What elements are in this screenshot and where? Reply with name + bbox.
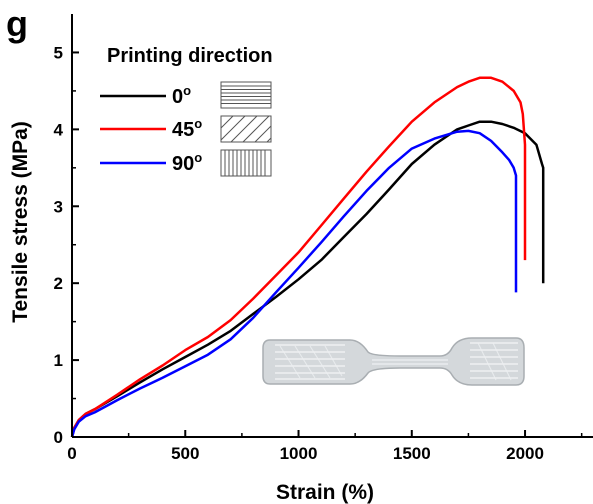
x-tick-label-2: 1000: [280, 444, 318, 463]
legend-entry-2: 90o: [100, 149, 272, 177]
legend: Printing direction 0o 45o 90o: [100, 45, 273, 177]
series-line-0: [70, 120, 545, 438]
legend-entry-0: 0o: [100, 81, 272, 109]
y-tick-label-5: 5: [54, 43, 63, 62]
y-tick-label-2: 2: [54, 274, 63, 293]
horizontal-lines-swatch: [220, 81, 272, 109]
y-tick-label-0: 0: [54, 428, 63, 447]
axes: 0 500 1000 1500 2000 0 1 2 3 4 5: [54, 14, 593, 463]
y-tick-label-4: 4: [54, 120, 64, 139]
x-tick-label-3: 1500: [393, 444, 431, 463]
legend-title: Printing direction: [107, 45, 273, 67]
y-tick-label-1: 1: [54, 351, 63, 370]
legend-label-1: 45o: [172, 116, 202, 141]
x-tick-label-0: 0: [67, 444, 76, 463]
specimen-photo: [262, 337, 525, 386]
vertical-lines-swatch: [220, 149, 272, 177]
diagonal-lines-swatch: [220, 115, 272, 143]
series-line-2: [70, 129, 518, 438]
x-tick-label-1: 500: [171, 444, 199, 463]
panel-label: g: [6, 3, 28, 44]
legend-entry-1: 45o: [100, 115, 272, 143]
x-tick-label-4: 2000: [506, 444, 544, 463]
y-axis-title: Tensile stress (MPa): [9, 121, 32, 323]
x-axis-title: Strain (%): [276, 481, 374, 504]
legend-label-0: 0o: [172, 83, 191, 108]
legend-label-2: 90o: [172, 150, 202, 175]
plot-area: [70, 76, 545, 438]
series-line-1: [70, 76, 527, 438]
y-tick-label-3: 3: [54, 197, 63, 216]
